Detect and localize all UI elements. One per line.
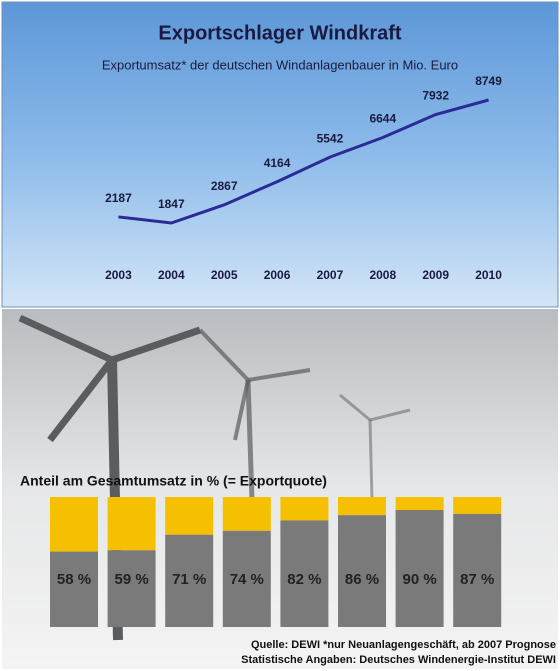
- bar: [165, 534, 214, 627]
- x-tick-label: 2005: [211, 268, 238, 282]
- data-label: 4164: [264, 156, 291, 170]
- bar: [107, 550, 156, 627]
- bar-remainder: [50, 497, 98, 552]
- data-label: 58 %: [57, 571, 91, 588]
- bar: [222, 530, 271, 627]
- x-tick-label: 2010: [475, 268, 502, 282]
- data-label: 87 %: [460, 571, 494, 588]
- bar-remainder: [453, 497, 502, 514]
- chart-subtitle: Exportumsatz* der deutschen Windanlagenb…: [102, 57, 458, 72]
- bar-remainder: [280, 497, 329, 521]
- bar: [338, 515, 386, 627]
- data-label: 1847: [158, 197, 185, 211]
- x-tick-label: 2003: [105, 268, 132, 282]
- top-panel: [1, 1, 559, 308]
- data-label: 86 %: [345, 571, 379, 588]
- data-label: 74 %: [230, 571, 264, 588]
- data-label: 5542: [317, 131, 344, 145]
- line: [118, 98, 489, 225]
- x-tick-label: 2009: [422, 268, 449, 282]
- x-tick-label: 2007: [317, 268, 344, 282]
- bar-remainder: [107, 497, 156, 551]
- data-label: 2867: [211, 179, 238, 193]
- bar-title: Anteil am Gesamtumsatz in % (= Exportquo…: [20, 473, 327, 489]
- data-label: 59 %: [114, 571, 148, 588]
- footer-note: Statistische Angaben: Deutsches Windener…: [241, 654, 556, 666]
- bar: [50, 551, 98, 627]
- bar-remainder: [338, 497, 386, 516]
- data-label: 2187: [105, 191, 132, 205]
- bar: [395, 510, 444, 627]
- data-label: 90 %: [402, 571, 436, 588]
- bar: [453, 513, 502, 627]
- bar: [280, 520, 329, 627]
- chart-title: Exportschlager Windkraft: [158, 22, 402, 44]
- data-label: 7932: [422, 89, 449, 103]
- x-tick-label: 2004: [158, 268, 185, 282]
- data-label: 6644: [369, 112, 396, 126]
- bar-remainder: [165, 497, 214, 535]
- data-label: 71 %: [172, 571, 206, 588]
- x-tick-label: 2008: [369, 268, 396, 282]
- bar-remainder: [222, 497, 271, 531]
- footer-source: Quelle: DEWI *nur Neuanlagengeschäft, ab…: [251, 639, 556, 651]
- bar-remainder: [395, 497, 444, 510]
- x-tick-label: 2006: [264, 268, 291, 282]
- data-label: 82 %: [287, 571, 321, 588]
- data-label: 8749: [475, 74, 502, 88]
